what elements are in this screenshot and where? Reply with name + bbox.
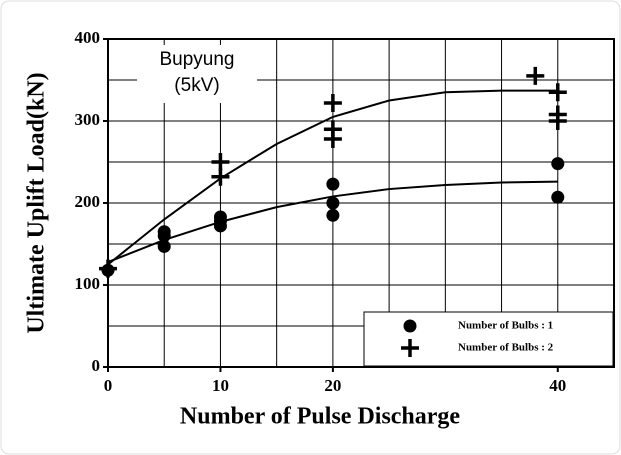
fit-line	[107, 180, 558, 263]
point	[323, 130, 342, 149]
y-tick-label: 100	[75, 274, 101, 293]
annotation: Bupyung	[159, 49, 234, 70]
y-tick-label: 0	[92, 356, 101, 375]
point	[99, 259, 117, 278]
point	[157, 239, 171, 253]
point	[551, 157, 565, 171]
point	[526, 66, 545, 85]
y-tick-label: 300	[75, 110, 101, 129]
point	[326, 196, 340, 210]
legend-box	[363, 311, 614, 367]
point	[326, 208, 340, 222]
x-tick-label: 20	[324, 376, 341, 395]
point	[157, 229, 171, 243]
fit-line	[107, 89, 558, 266]
y-axis-label: Ultimate Uplift Load(kN)	[24, 72, 50, 333]
x-tick-label: 10	[212, 376, 229, 395]
annotation: (5kV)	[174, 75, 219, 96]
legend-label: Number of Bulbs : 1	[458, 320, 553, 332]
point	[213, 219, 227, 233]
point	[548, 83, 567, 102]
legend-marker	[401, 339, 419, 357]
legend-marker	[403, 319, 417, 333]
y-tick-label: 200	[75, 192, 101, 211]
point	[323, 93, 342, 112]
y-tick-label: 400	[75, 28, 101, 47]
x-tick-label: 40	[549, 376, 566, 395]
legend-label: Number of Bulbs : 2	[458, 342, 554, 354]
point	[551, 190, 565, 204]
point	[326, 177, 340, 191]
annotation-box	[137, 45, 257, 103]
point	[548, 112, 567, 130]
point	[211, 167, 230, 186]
x-tick-label: 0	[104, 376, 113, 395]
x-axis-label: Number of Pulse Discharge	[180, 404, 461, 430]
